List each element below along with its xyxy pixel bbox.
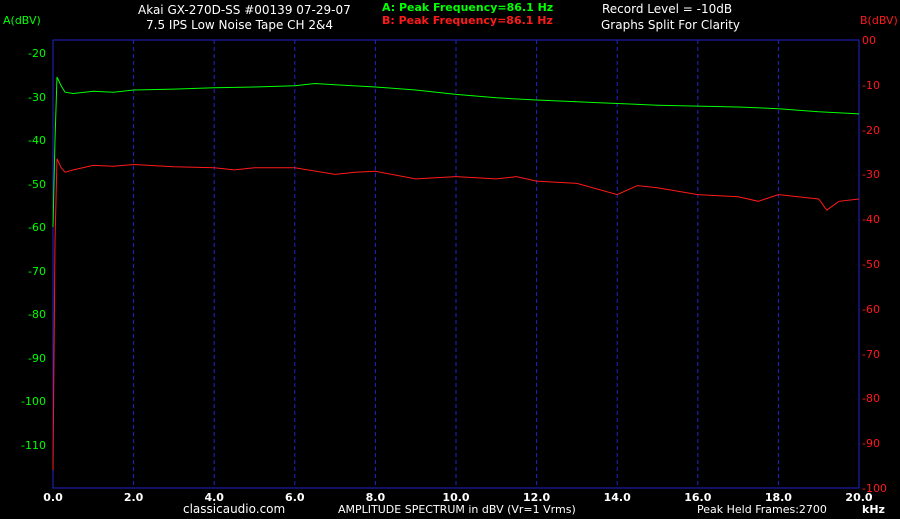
- chart-caption: AMPLITUDE SPECTRUM in dBV (Vr=1 Vrms): [338, 503, 576, 516]
- series-layer: [52, 76, 860, 471]
- x-tick-label: 12.0: [523, 491, 551, 504]
- x-axis-unit: kHz: [862, 503, 885, 516]
- chart-title-line1: Akai GX-270D-SS #00139 07-29-07: [138, 3, 351, 17]
- site-credit: classicaudio.com: [183, 502, 286, 516]
- peak-held-frames: Peak Held Frames:2700: [697, 503, 827, 516]
- y-left-tick-label: -50: [28, 177, 46, 191]
- y-right-tick-label: -100: [862, 482, 887, 495]
- y-left-axis-label: A(dBV): [3, 14, 41, 27]
- x-tick-label: 8.0: [365, 491, 386, 504]
- y-right-tick-label: -50: [862, 258, 880, 271]
- y-left-tick-label: -80: [28, 308, 46, 322]
- y-left-tick-label: -40: [28, 134, 46, 148]
- x-tick-label: 16.0: [684, 491, 712, 504]
- y-right-axis-label: B(dBV): [860, 14, 898, 27]
- x-tick-label: 6.0: [285, 491, 305, 504]
- x-tick-label: 2.0: [123, 491, 144, 504]
- x-tick-label: 14.0: [603, 491, 631, 504]
- peak-frequency-b: B: Peak Frequency=86.1 Hz: [382, 14, 553, 27]
- y-right-tick-label: -90: [862, 437, 880, 451]
- y-left-tick-label: -60: [28, 221, 46, 235]
- x-tick-label: 0.0: [43, 491, 63, 504]
- x-tick-label: 10.0: [442, 491, 470, 504]
- y-left-tick-label: -30: [28, 90, 46, 104]
- y-right-tick-label: -70: [862, 347, 880, 361]
- series-a-line: [52, 76, 860, 228]
- y-right-tick-label: -80: [862, 392, 880, 406]
- y-right-tick-label: 00: [862, 34, 876, 47]
- x-tick-label: 20.0: [845, 491, 873, 504]
- record-level: Record Level = -10dB: [602, 2, 733, 16]
- y-left-tick-label: -20: [28, 47, 46, 61]
- y-left-tick-label: -100: [21, 395, 46, 408]
- x-tick-label: 4.0: [204, 491, 224, 504]
- y-left-tick-label: -70: [28, 264, 46, 278]
- split-note: Graphs Split For Clarity: [601, 18, 741, 32]
- y-right-tick-label: -40: [862, 213, 880, 227]
- y-left-tick-label: -110: [21, 438, 46, 452]
- y-right-tick-label: -20: [862, 123, 880, 137]
- x-tick-label: 18.0: [764, 491, 792, 504]
- y-right-tick-label: -30: [862, 168, 880, 182]
- chart-title-line2: 7.5 IPS Low Noise Tape CH 2&4: [146, 18, 334, 32]
- y-left-tick-label: -90: [28, 351, 46, 365]
- y-right-tick-label: -10: [862, 78, 880, 92]
- peak-frequency-a: A: Peak Frequency=86.1 Hz: [382, 1, 554, 14]
- y-right-tick-label: -60: [862, 302, 880, 316]
- series-b-line: [52, 158, 860, 471]
- grid: [133, 40, 779, 488]
